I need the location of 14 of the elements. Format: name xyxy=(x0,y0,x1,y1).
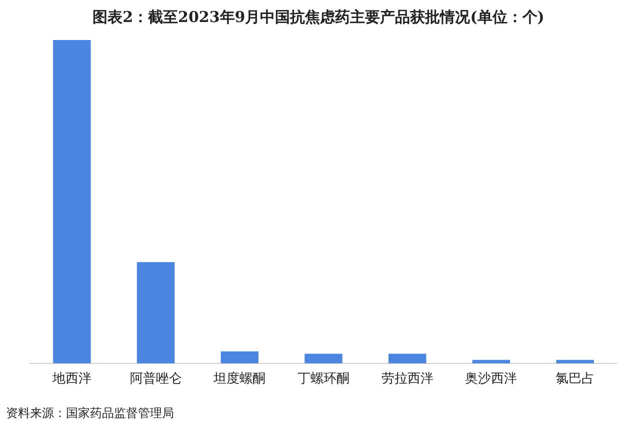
bar xyxy=(136,262,175,364)
chart-title: 图表2：截至2023年9月中国抗焦虑药主要产品获批情况(单位：个) xyxy=(92,8,546,27)
text: 资料来源：国家药品监督管理局 xyxy=(6,405,174,422)
bar xyxy=(388,354,426,364)
bar xyxy=(304,354,342,364)
x-tick-label: 劳拉西泮 xyxy=(381,372,434,387)
x-tick-label: 丁螺环酮 xyxy=(298,372,350,387)
x-tick-label: 氯巴占 xyxy=(556,372,595,387)
x-tick-label: 坦度螺酮 xyxy=(212,370,266,387)
x-tick-label: 阿普唑仑 xyxy=(130,370,182,387)
bar xyxy=(53,40,91,364)
x-tick-label: 地西泮 xyxy=(51,372,92,387)
x-tick-label: 奥沙西泮 xyxy=(465,372,518,387)
bar xyxy=(220,351,259,364)
